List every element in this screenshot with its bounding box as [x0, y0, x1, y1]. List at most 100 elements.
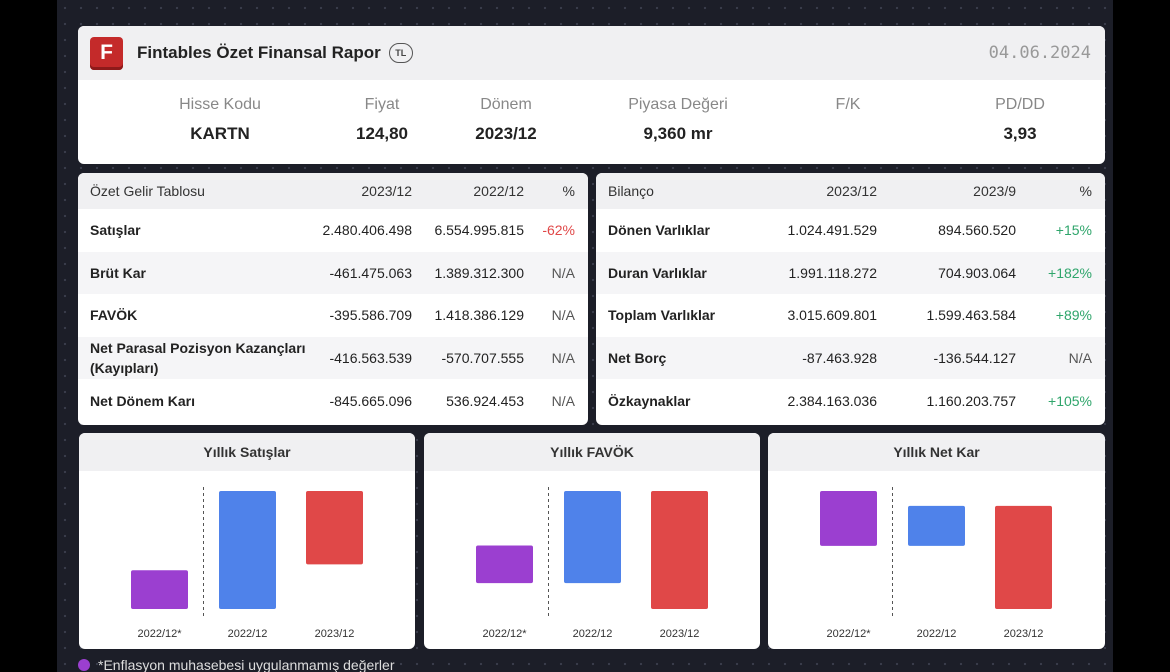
row-label: Net Dönem Karı: [90, 392, 196, 409]
row-label: Net Parasal Pozisyon Kazançları (Kayıpla…: [90, 339, 306, 377]
footnote-text: *Enflasyon muhasebesi uygulanmamış değer…: [98, 657, 395, 672]
column-header: Bilanço: [608, 182, 654, 199]
metric-value: KARTN: [190, 124, 250, 143]
annual-net-profit-chart: Yıllık Net Kar 2022/12* 2022/12 2023/12: [768, 433, 1105, 649]
chart-category-label: 2023/12: [660, 628, 700, 640]
column-header: 2023/12: [361, 183, 412, 199]
chart-bar-1: [820, 491, 877, 546]
balance-sheet-table: Bilanço 2023/12 2023/9 % Dönen Varlıklar…: [596, 173, 1105, 425]
cell-change: N/A: [551, 350, 575, 367]
chart-bar-3: [995, 505, 1052, 609]
table-row: Net Dönem Karı -845.665.096 536.924.453 …: [78, 379, 588, 422]
table-row: Satışlar 2.480.406.498 6.554.995.815 -62…: [78, 209, 588, 252]
chart-plot: 2022/12* 2022/12 2023/12: [820, 487, 1052, 640]
cell-value: 2.480.406.498: [322, 222, 412, 239]
table-row: Brüt Kar -461.475.063 1.389.312.300 N/A: [78, 251, 588, 295]
cell-change: N/A: [551, 392, 575, 409]
metric-label: Hisse Kodu: [179, 96, 261, 113]
cell-value: 6.554.995.815: [434, 222, 524, 239]
chart-category-label: 2022/12: [228, 628, 268, 640]
legend-dot-icon: [78, 659, 90, 671]
row-label: Dönen Varlıklar: [608, 222, 710, 239]
chart-category-label: 2022/12*: [137, 628, 182, 640]
chart-category-label: 2022/12: [917, 628, 957, 640]
metric-label: Piyasa Değeri: [628, 96, 728, 113]
cell-value: 894.560.520: [938, 222, 1016, 239]
metric-label: Fiyat: [364, 96, 400, 113]
metric-label: F/K: [835, 96, 861, 113]
table-row: Duran Varlıklar 1.991.118.272 704.903.06…: [596, 251, 1105, 295]
row-label: Toplam Varlıklar: [608, 307, 716, 324]
report-title: Fintables Özet Finansal Rapor: [137, 43, 381, 62]
chart-category-label: 2022/12*: [826, 628, 871, 640]
table-row: Özkaynaklar 2.384.163.036 1.160.203.757 …: [596, 379, 1105, 422]
chart-category-label: 2022/12*: [482, 628, 527, 640]
chart-plot: 2022/12* 2022/12 2023/12: [476, 487, 708, 640]
table-header: Bilanço 2023/12 2023/9 %: [596, 173, 1105, 209]
metric-value: 9,360 mr: [643, 124, 713, 143]
table-header: Özet Gelir Tablosu 2023/12 2022/12 %: [78, 173, 588, 209]
metric-pe: F/K: [768, 96, 928, 144]
cell-value: 704.903.064: [938, 264, 1016, 281]
column-header: 2022/12: [473, 183, 524, 199]
annual-sales-chart: Yıllık Satışlar 2022/12* 2022/12 2023/12: [79, 433, 415, 649]
column-header: Özet Gelir Tablosu: [90, 182, 205, 199]
chart-bar-3: [651, 491, 708, 609]
cell-value: 1.160.203.757: [926, 392, 1016, 409]
chart-bar-2: [219, 491, 276, 609]
row-label: Duran Varlıklar: [608, 264, 707, 281]
chart-bar-3: [306, 491, 363, 565]
metric-pb: PD/DD 3,93: [940, 96, 1100, 144]
chart-category-label: 2022/12: [573, 628, 613, 640]
row-label: FAVÖK: [90, 307, 138, 324]
table-row: Net Parasal Pozisyon Kazançları (Kayıpla…: [78, 336, 588, 380]
cell-value: 1.024.491.529: [787, 222, 877, 239]
cell-value: -570.707.555: [441, 350, 524, 367]
metric-ticker: Hisse Kodu KARTN: [140, 96, 300, 144]
cell-value: -136.544.127: [933, 350, 1016, 367]
currency-badge: TL: [388, 43, 413, 63]
cell-value: 1.991.118.272: [788, 264, 878, 281]
metric-label: PD/DD: [995, 96, 1045, 113]
column-header: 2023/12: [826, 183, 877, 199]
cell-value: -416.563.539: [329, 350, 412, 367]
row-label: Özkaynaklar: [608, 392, 691, 409]
footnote: *Enflasyon muhasebesi uygulanmamış değer…: [78, 657, 395, 672]
report-date: 04.06.2024: [988, 43, 1091, 63]
column-header: %: [562, 183, 575, 199]
chart-bar-1: [131, 570, 188, 609]
metric-value: 3,93: [1003, 124, 1037, 143]
chart-title: Yıllık FAVÖK: [424, 433, 760, 471]
column-header: 2023/9: [973, 183, 1016, 199]
table-row: Dönen Varlıklar 1.024.491.529 894.560.52…: [596, 209, 1105, 252]
metric-value: 124,80: [356, 124, 408, 143]
cell-value: 536.924.453: [446, 392, 524, 409]
row-label: Satışlar: [90, 222, 141, 239]
chart-title: Yıllık Satışlar: [79, 433, 415, 471]
metric-value: [768, 124, 928, 144]
cell-change: +182%: [1048, 264, 1092, 281]
chart-bar-1: [476, 545, 533, 584]
row-label: Net Borç: [608, 349, 667, 366]
metric-value: 2023/12: [475, 124, 537, 143]
row-label: Brüt Kar: [90, 264, 147, 281]
annual-ebitda-chart: Yıllık FAVÖK 2022/12* 2022/12 2023/12: [424, 433, 760, 649]
chart-title: Yıllık Net Kar: [768, 433, 1105, 471]
table-row: Toplam Varlıklar 3.015.609.801 1.599.463…: [596, 294, 1105, 337]
metric-period: Dönem 2023/12: [426, 96, 586, 144]
cell-value: 3.015.609.801: [787, 307, 877, 324]
cell-value: -461.475.063: [329, 264, 412, 281]
table-row: FAVÖK -395.586.709 1.418.386.129 N/A: [78, 294, 588, 337]
cell-value: 2.384.163.036: [787, 392, 877, 409]
cell-value: -87.463.928: [802, 350, 877, 367]
cell-value: 1.599.463.584: [926, 307, 1016, 324]
fintables-logo: F: [90, 36, 123, 70]
cell-change: N/A: [551, 307, 575, 324]
cell-value: 1.389.312.300: [434, 264, 524, 281]
metric-label: Dönem: [480, 96, 532, 113]
cell-value: -395.586.709: [329, 307, 412, 324]
column-header: %: [1079, 183, 1092, 199]
cell-change: N/A: [551, 264, 575, 281]
chart-plot: 2022/12* 2022/12 2023/12: [131, 487, 363, 640]
report-header-card: F Fintables Özet Finansal Rapor TL 04.06…: [78, 26, 1105, 164]
